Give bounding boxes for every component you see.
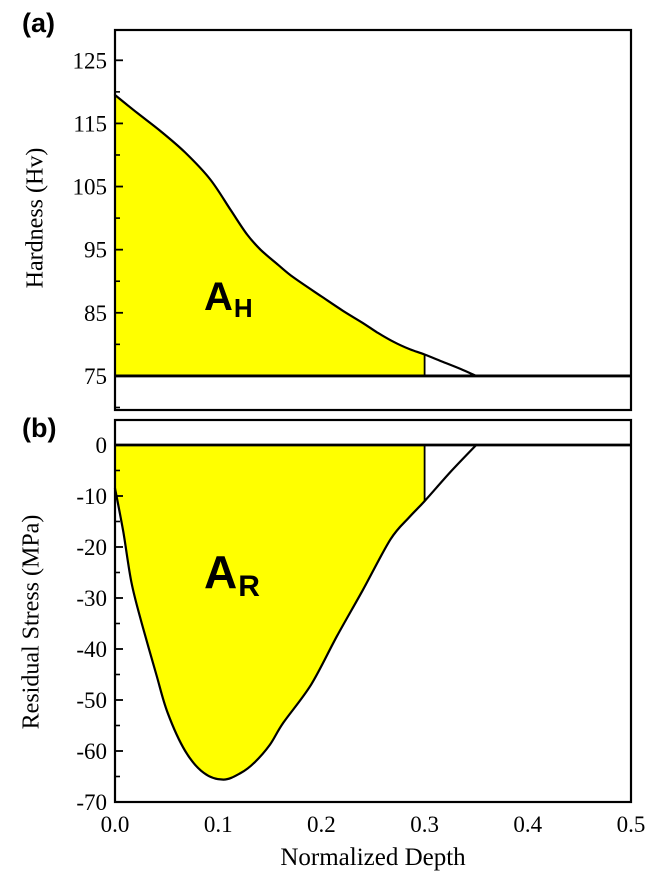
x-tick-label: 0.3 xyxy=(410,812,439,837)
y-tick-label: -20 xyxy=(76,535,107,560)
shaded-area xyxy=(115,95,425,376)
area-label-AH-sub: H xyxy=(233,293,253,324)
x-tick-label: 0.1 xyxy=(204,812,233,837)
y-axis-label-hardness: Hardness (Hv) xyxy=(22,147,49,289)
y-tick-label: 85 xyxy=(84,301,107,326)
x-tick-label: 0.4 xyxy=(513,812,542,837)
y-tick-label: 105 xyxy=(73,175,108,200)
y-tick-label: 115 xyxy=(73,111,107,136)
y-tick-label: -30 xyxy=(76,586,107,611)
y-tick-label: -50 xyxy=(76,688,107,713)
y-tick-label: 125 xyxy=(73,48,108,73)
data-curve xyxy=(113,93,478,377)
shaded-area xyxy=(115,445,425,780)
area-label-AR-sub: R xyxy=(238,570,260,604)
area-label-AH-main: A xyxy=(204,275,233,319)
area-label-AR-main: A xyxy=(204,546,238,598)
x-axis-label-normalized-depth: Normalized Depth xyxy=(280,844,466,871)
y-tick-label: -70 xyxy=(76,790,107,815)
x-tick-label: 0.2 xyxy=(307,812,336,837)
x-tick-label: 0.0 xyxy=(101,812,130,837)
plot-frame xyxy=(113,28,633,412)
y-tick-label: 95 xyxy=(84,238,107,263)
y-tick-label: -40 xyxy=(76,637,107,662)
plot-frame xyxy=(113,418,633,804)
y-axis-label-residual-stress: Residual Stress (MPa) xyxy=(18,514,45,730)
y-tick-label: -60 xyxy=(76,739,107,764)
x-tick-label: 0.5 xyxy=(617,812,646,837)
data-curve xyxy=(113,443,478,781)
y-tick-label: 75 xyxy=(84,364,107,389)
y-tick-label: -10 xyxy=(76,484,107,509)
panel-a-label: (a) xyxy=(22,8,55,38)
area-label-AH: AH xyxy=(204,277,253,321)
y-tick-label: 0 xyxy=(96,433,108,458)
area-label-AR: AR xyxy=(204,549,260,602)
panel-b-label: (b) xyxy=(22,413,57,443)
